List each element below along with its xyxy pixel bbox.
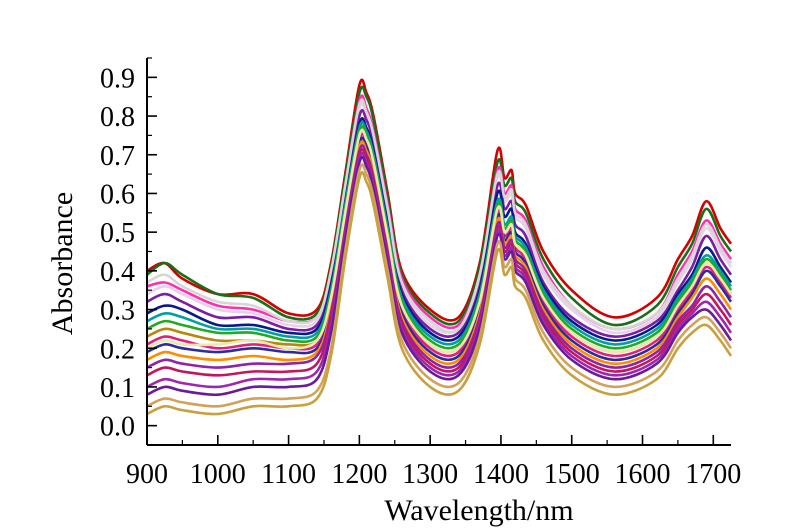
series-line-17 — [146, 163, 733, 408]
x-axis-ticks: 900 1000 1100 1200 1300 1400 1500 1600 1700 — [126, 435, 741, 490]
series-line-20 — [146, 98, 733, 334]
x-tick-label: 900 — [126, 459, 168, 490]
series-line-14 — [146, 148, 733, 377]
series-line-2 — [146, 85, 733, 327]
y-tick-label: 0.4 — [100, 257, 135, 288]
y-tick-label: 0.5 — [100, 218, 135, 249]
x-tick-label: 1100 — [261, 459, 316, 490]
x-tick-label: 1500 — [544, 459, 600, 490]
y-tick-label: 0.8 — [100, 102, 135, 133]
series-line-19 — [146, 128, 733, 354]
series-line-7 — [146, 121, 733, 346]
spectra-lines — [146, 78, 733, 416]
series-line-6 — [146, 117, 733, 342]
series-line-5 — [146, 109, 733, 338]
x-tick-label: 1700 — [685, 459, 741, 490]
x-tick-label: 1400 — [473, 459, 529, 490]
y-tick-label: 0.9 — [100, 63, 135, 94]
series-line-1 — [146, 78, 733, 322]
series-line-11 — [146, 136, 733, 362]
series-line-18 — [146, 171, 733, 416]
series-line-8 — [146, 124, 733, 350]
y-tick-label: 0.2 — [100, 334, 135, 365]
series-line-16 — [146, 155, 733, 397]
series-line-12 — [146, 140, 733, 366]
series-line-15 — [146, 151, 733, 389]
series-line-4 — [146, 102, 733, 335]
y-tick-label: 0.7 — [100, 141, 135, 172]
y-axis-title: Absorbance — [46, 192, 79, 335]
series-line-13 — [146, 144, 733, 369]
x-tick-label: 1600 — [615, 459, 671, 490]
y-tick-label: 0.3 — [100, 296, 135, 327]
y-tick-label: 0.0 — [100, 412, 135, 443]
x-axis-title: Wavelength/nm — [384, 494, 573, 527]
y-axis-ticks: 0.0 0.1 0.2 0.3 0.4 0.5 0.6 0.7 0.8 0.9 — [100, 57, 157, 446]
x-tick-label: 1300 — [402, 459, 458, 490]
x-tick-label: 1200 — [331, 459, 387, 490]
y-tick-label: 0.6 — [100, 179, 135, 210]
x-tick-label: 1000 — [190, 459, 246, 490]
y-tick-label: 0.1 — [100, 373, 135, 404]
